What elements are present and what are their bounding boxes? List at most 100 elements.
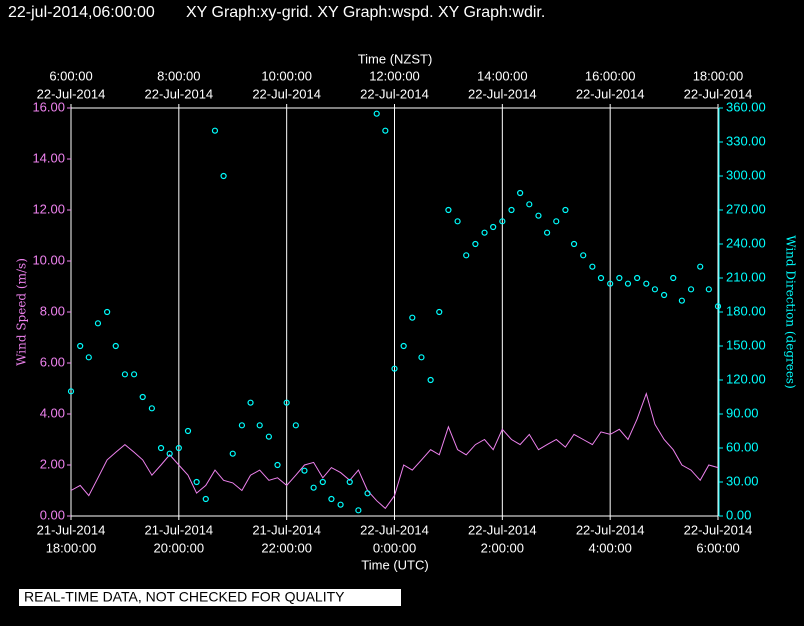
wind-direction-point	[238, 422, 246, 429]
wind-direction-point	[436, 308, 443, 316]
wind-direction-point	[418, 354, 425, 361]
x-tick-date: 21-Jul-2014	[37, 522, 106, 537]
x-tick-label: 18:00:00	[46, 540, 97, 555]
x-tick-label: 22:00:00	[261, 540, 312, 555]
timestamp: 22-jul-2014,06:00:00	[8, 4, 155, 21]
graph-list: XY Graph:xy-grid. XY Graph:wspd. XY Grap…	[186, 4, 545, 21]
wind-direction-point	[175, 444, 182, 452]
x2-tick-date: 22-Jul-2014	[145, 86, 214, 101]
y-tick-label: 16.00	[32, 99, 65, 114]
x2-tick-date: 22-Jul-2014	[684, 86, 753, 101]
x2-tick-date: 22-Jul-2014	[576, 86, 645, 101]
wind-direction-point	[139, 393, 146, 401]
y2-tick-label: 240.00	[726, 235, 766, 250]
footer-box	[19, 589, 401, 606]
wind-direction-point	[121, 371, 129, 378]
wind-direction-point	[570, 240, 578, 248]
wind-direction-point	[274, 461, 281, 469]
wind-direction-point	[445, 206, 452, 214]
x-tick-label: 4:00:00	[588, 540, 631, 555]
wind-direction-point	[310, 484, 317, 491]
footer-note: REAL-TIME DATA, NOT CHECKED FOR QUALITY	[24, 589, 345, 605]
wind-direction-point	[508, 206, 515, 214]
x2-tick-label: 6:00:00	[49, 68, 92, 83]
y2-tick-label: 90.00	[726, 405, 759, 420]
y-axis-title: Wind Speed (m/s)	[15, 258, 29, 366]
wind-direction-point	[463, 252, 470, 259]
wind-direction-point	[499, 218, 506, 225]
wind-direction-point	[553, 218, 560, 225]
x2-tick-date: 22-Jul-2014	[468, 86, 537, 101]
wind-direction-point	[157, 444, 165, 452]
x-tick-label: 6:00:00	[696, 540, 739, 555]
wind-direction-point	[319, 478, 326, 486]
wind-direction-point	[562, 206, 569, 214]
x2-tick-date: 22-Jul-2014	[360, 86, 429, 101]
wind-direction-point	[697, 263, 704, 270]
x-tick-date: 22-Jul-2014	[360, 522, 429, 537]
wind-direction-point	[346, 478, 353, 486]
wind-direction-point	[202, 495, 209, 503]
x-tick-date: 22-Jul-2014	[684, 522, 753, 537]
y-tick-label: 6.00	[40, 354, 65, 369]
wind-direction-point	[616, 274, 623, 282]
wind-direction-point	[77, 342, 84, 350]
y2-axis-title: Wind Direction (degrees)	[784, 235, 798, 389]
wind-direction-point	[328, 495, 335, 503]
y2-tick-label: 0.00	[726, 507, 751, 522]
y2-tick-label: 60.00	[726, 439, 759, 454]
wind-direction-point	[490, 223, 497, 231]
y-tick-label: 8.00	[40, 303, 65, 318]
x2-tick-label: 12:00:00	[369, 68, 420, 83]
wind-direction-point	[229, 450, 236, 457]
wind-direction-point	[607, 280, 614, 287]
x2-tick-label: 18:00:00	[693, 68, 744, 83]
wind-direction-point	[526, 201, 533, 208]
y-tick-label: 4.00	[40, 405, 65, 420]
wind-direction-point	[643, 280, 650, 287]
wind-direction-point	[678, 297, 685, 304]
y2-tick-label: 120.00	[726, 371, 766, 386]
y-tick-label: 2.00	[40, 456, 65, 471]
wind-direction-point	[292, 422, 299, 429]
wind-direction-point	[660, 291, 668, 299]
wind-direction-point	[148, 405, 155, 412]
wind-direction-point	[634, 274, 641, 282]
wind-direction-point	[687, 286, 695, 293]
wind-direction-point	[624, 280, 632, 287]
wind-direction-point	[543, 229, 551, 236]
y2-tick-label: 210.00	[726, 269, 766, 284]
wind-direction-point	[247, 399, 254, 406]
x-tick-label: 2:00:00	[481, 540, 524, 555]
wind-direction-point	[535, 212, 542, 219]
y-tick-label: 12.00	[32, 201, 65, 216]
wind-direction-point	[651, 286, 659, 293]
wind-direction-point	[517, 189, 524, 197]
wind-direction-point	[283, 399, 290, 406]
wind-direction-point	[337, 501, 344, 508]
wind-direction-point	[364, 490, 371, 497]
y2-tick-label: 180.00	[726, 303, 766, 318]
wind-direction-point	[454, 218, 461, 225]
wind-direction-point	[265, 433, 272, 440]
wind-direction-point	[301, 467, 308, 474]
wind-direction-point	[184, 427, 192, 435]
wind-direction-point	[714, 303, 722, 310]
x-tick-date: 22-Jul-2014	[468, 522, 537, 537]
x-tick-date: 21-Jul-2014	[145, 522, 214, 537]
wind-direction-point	[193, 478, 200, 486]
x2-axis-title: Time (NZST)	[358, 51, 433, 66]
x2-tick-label: 8:00:00	[157, 68, 200, 83]
x-tick-date: 21-Jul-2014	[252, 522, 321, 537]
wind-direction-point	[481, 229, 488, 236]
wind-direction-point	[94, 320, 102, 327]
wind-direction-point	[391, 365, 398, 372]
wind-direction-point	[373, 110, 380, 117]
y2-tick-label: 30.00	[726, 473, 759, 488]
wind-direction-point	[670, 274, 677, 282]
x-tick-date: 22-Jul-2014	[576, 522, 645, 537]
wind-direction-point	[256, 422, 263, 429]
wind-direction-point	[589, 263, 596, 270]
